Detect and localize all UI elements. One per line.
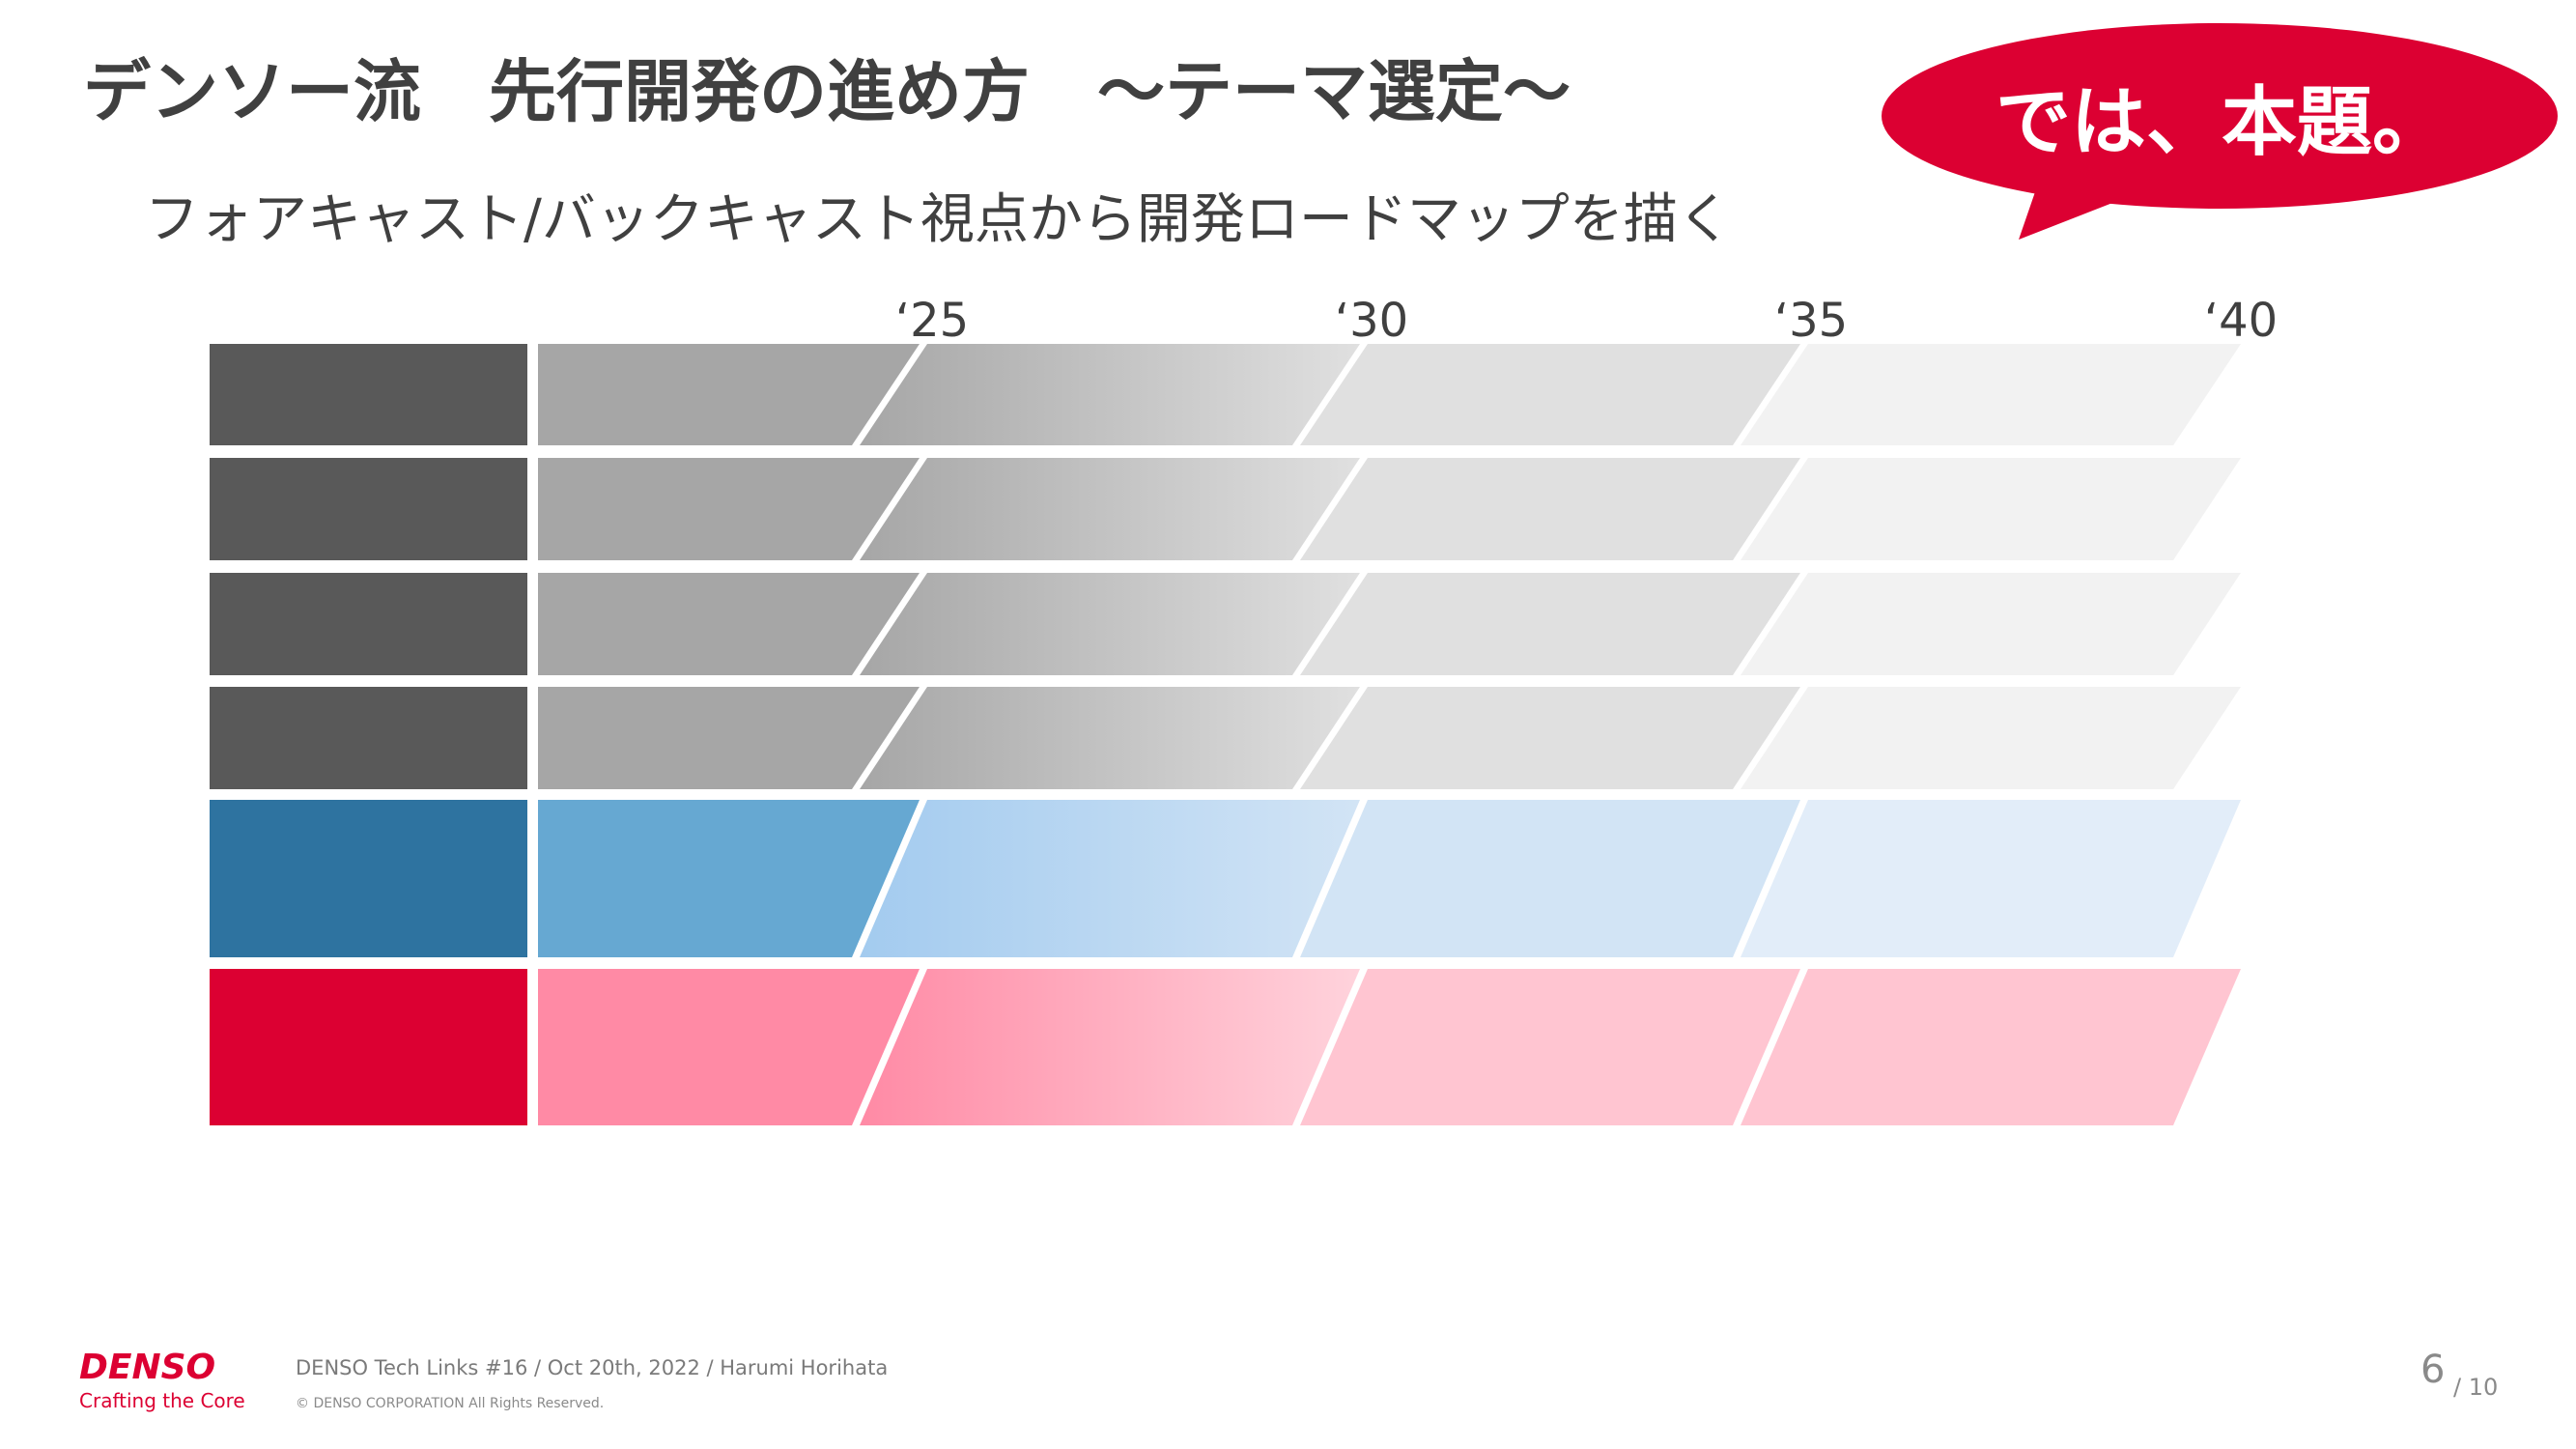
roadmap-row-1 <box>210 344 2241 445</box>
slide-subtitle: フォアキャスト/バックキャスト視点から開発ロードマップを描く <box>145 188 1732 251</box>
footer-copyright: © DENSO CORPORATION All Rights Reserved. <box>296 1396 605 1411</box>
slide-title: デンソー流 先行開発の進め方 ～テーマ選定～ <box>83 52 1571 131</box>
speech-bubble-text: では、本題。 <box>1995 79 2448 166</box>
roadmap-row-3 <box>210 573 2241 675</box>
roadmap-row-red <box>210 969 2241 1125</box>
denso-logo: DENSO <box>79 1348 216 1387</box>
denso-tagline: Crafting the Core <box>79 1389 245 1412</box>
year-label-2030: ‘30 <box>1334 294 1409 348</box>
roadmap-row-4 <box>210 687 2241 789</box>
year-label-2040: ‘40 <box>2203 294 2279 348</box>
page-number: 6 <box>2420 1348 2446 1392</box>
footer-event-info: DENSO Tech Links #16 / Oct 20th, 2022 / … <box>296 1356 889 1379</box>
year-label-2035: ‘35 <box>1773 294 1849 348</box>
page-total: / 10 <box>2453 1374 2499 1401</box>
roadmap-row-blue <box>210 800 2241 957</box>
year-label-2025: ‘25 <box>894 294 970 348</box>
roadmap-row-2 <box>210 458 2241 560</box>
